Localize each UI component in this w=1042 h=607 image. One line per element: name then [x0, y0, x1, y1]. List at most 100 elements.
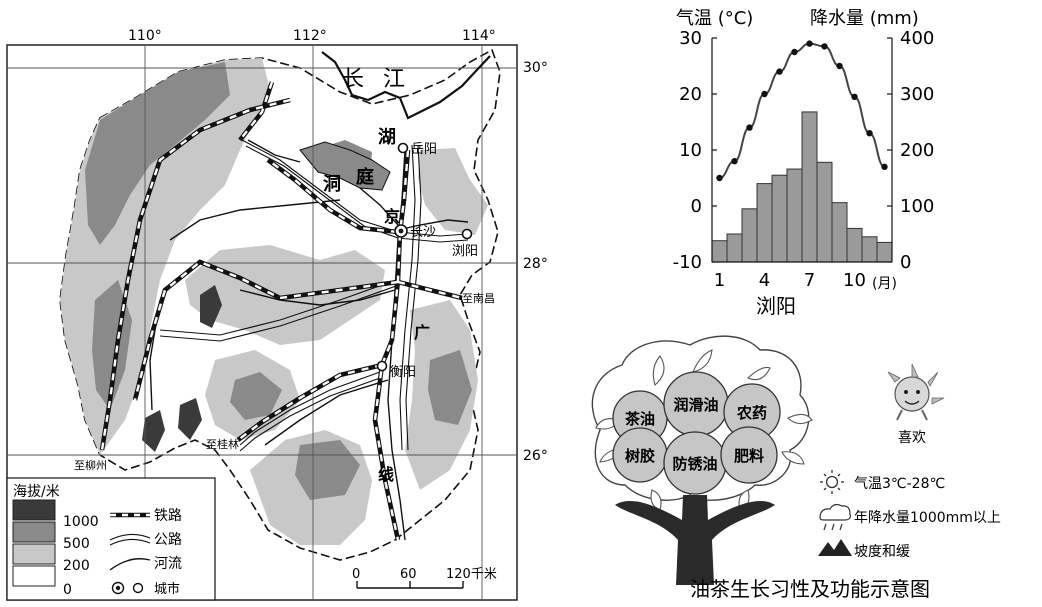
temp-point-6: [791, 48, 798, 56]
likes-label: 喜欢: [898, 430, 926, 446]
temp-point-10: [851, 93, 858, 101]
use-label-tea-oil: 茶油: [625, 410, 655, 428]
legend-river: 河流: [154, 556, 182, 572]
scale-bar: 0 60 120千米: [352, 567, 497, 589]
scale-tick-0: 0: [352, 567, 360, 582]
precip-bar-6: [786, 168, 803, 263]
elevation-over-1000: [142, 410, 165, 452]
rail-label-jing: 京: [384, 207, 400, 226]
condition-slope: 坡度和缓: [854, 544, 910, 560]
chart-right-axis: 400 300 200 100 0: [887, 28, 934, 273]
right-tick-label: 100: [900, 196, 934, 217]
rain-cloud-icon: [819, 503, 851, 531]
legend-city: 城市: [154, 581, 180, 597]
destination-guilin: 至桂林: [206, 437, 239, 451]
right-tick-label: 0: [900, 252, 911, 273]
city-liuyang: 浏阳: [452, 228, 478, 259]
dongting-lake: [299, 141, 391, 191]
condition-precipitation: 年降水量1000mm以上: [854, 510, 1001, 526]
elevation-500-1000: [428, 350, 472, 425]
temp-point-12: [881, 163, 888, 170]
x-tick-label: 1: [714, 270, 725, 291]
chart-frame: [711, 38, 893, 263]
lat-label-30: 30°: [523, 60, 548, 76]
elevation-500-1000: [230, 372, 282, 420]
temp-point-1: [716, 174, 723, 182]
legend-swatch-1000: [12, 499, 56, 521]
city-changsha: 长沙: [394, 224, 436, 240]
diagram-title: 油茶生长习性及功能示意图: [690, 577, 930, 601]
lake-label-dong: 洞: [323, 174, 341, 195]
chart-x-axis: 1 4 7 10: [714, 270, 866, 291]
city-label: 长沙: [410, 225, 436, 240]
lake-label-ting: 庭: [356, 166, 374, 188]
temp-point-9: [836, 62, 843, 70]
temp-point-8: [821, 43, 828, 50]
use-label-fertilizer: 肥料: [734, 447, 764, 465]
chart-left-axis: 30 20 10 0 -10: [673, 28, 717, 273]
railways: [99, 81, 463, 541]
precip-bar-2: [726, 233, 743, 263]
city-label: 岳阳: [411, 142, 437, 157]
legend-swatch-0: [12, 565, 56, 587]
elevation-500-1000: [85, 62, 230, 245]
scale-tick-120: 120千米: [446, 567, 497, 582]
river-symbol-icon: [109, 558, 151, 571]
tree-trunk: [615, 495, 775, 585]
right-tick-label: 200: [900, 140, 934, 161]
lat-label-26: 26°: [523, 448, 548, 464]
rail-label-xian: 线: [378, 465, 394, 484]
rail-label-guang: 广: [414, 323, 430, 342]
precip-bar-8: [816, 161, 833, 263]
elevation-200-500: [185, 245, 385, 345]
chart-title: 浏阳: [756, 294, 796, 318]
chart-ylabel-left: 气温 (°C): [676, 8, 753, 29]
temperature-points: [716, 40, 888, 182]
x-tick-label: 7: [804, 270, 815, 291]
legend-railway: 铁路: [154, 508, 182, 524]
legend-elev-0: 0: [63, 582, 72, 598]
precip-bar-1: [711, 240, 728, 263]
elevation-200-500: [418, 148, 488, 235]
temp-point-4: [761, 90, 768, 98]
left-tick-label: 10: [679, 140, 702, 161]
lon-label-110: 110°: [128, 28, 162, 44]
right-tick-label: 300: [900, 84, 934, 105]
right-tick-label: 400: [900, 28, 934, 49]
lon-label-114: 114°: [462, 28, 496, 44]
legend-title: 海拔/米: [13, 484, 60, 500]
legend-swatch-200: [12, 543, 56, 565]
sun-mascot-icon: [887, 363, 945, 421]
use-label-resin: 树胶: [625, 447, 655, 465]
elevation-over-1000: [178, 398, 202, 440]
scale-tick-60: 60: [400, 567, 417, 582]
lat-label-28: 28°: [523, 256, 548, 272]
temp-point-7: [806, 40, 813, 47]
legend-elev-1000: 1000: [63, 514, 99, 530]
temp-point-5: [776, 68, 783, 75]
mountain-icon: [818, 539, 852, 556]
precipitation-bars: [711, 111, 893, 263]
city-marker-icon: [376, 360, 388, 372]
capital-marker-dot: [398, 228, 404, 234]
oil-tea-diagram: 茶油 润滑油 农药 树胶 防锈油 肥料 喜欢 气温3℃-28℃: [591, 335, 1001, 601]
relief-map: 110° 112° 114° 30° 28° 26° 长 江 湖 庭 洞 京 广…: [6, 28, 548, 601]
x-tick-label: 10: [843, 270, 866, 291]
changjiang-label: 长 江: [342, 67, 411, 92]
lake-label-hu: 湖: [378, 127, 396, 148]
legend-elev-500: 500: [63, 536, 90, 552]
left-tick-label: 0: [691, 196, 702, 217]
city-hengyang: 衡阳: [376, 360, 416, 380]
destination-nanchang: 至南昌: [462, 292, 495, 305]
precip-bar-11: [861, 236, 878, 263]
city-label: 浏阳: [452, 243, 478, 259]
temp-point-2: [731, 158, 738, 165]
x-tick-label: 4: [759, 270, 770, 291]
precip-bar-9: [831, 202, 848, 263]
precip-bar-12: [876, 241, 893, 263]
destination-liuzhou: 至柳州: [74, 458, 107, 472]
precip-bar-3: [741, 208, 758, 263]
condition-temperature: 气温3℃-28℃: [854, 476, 945, 492]
